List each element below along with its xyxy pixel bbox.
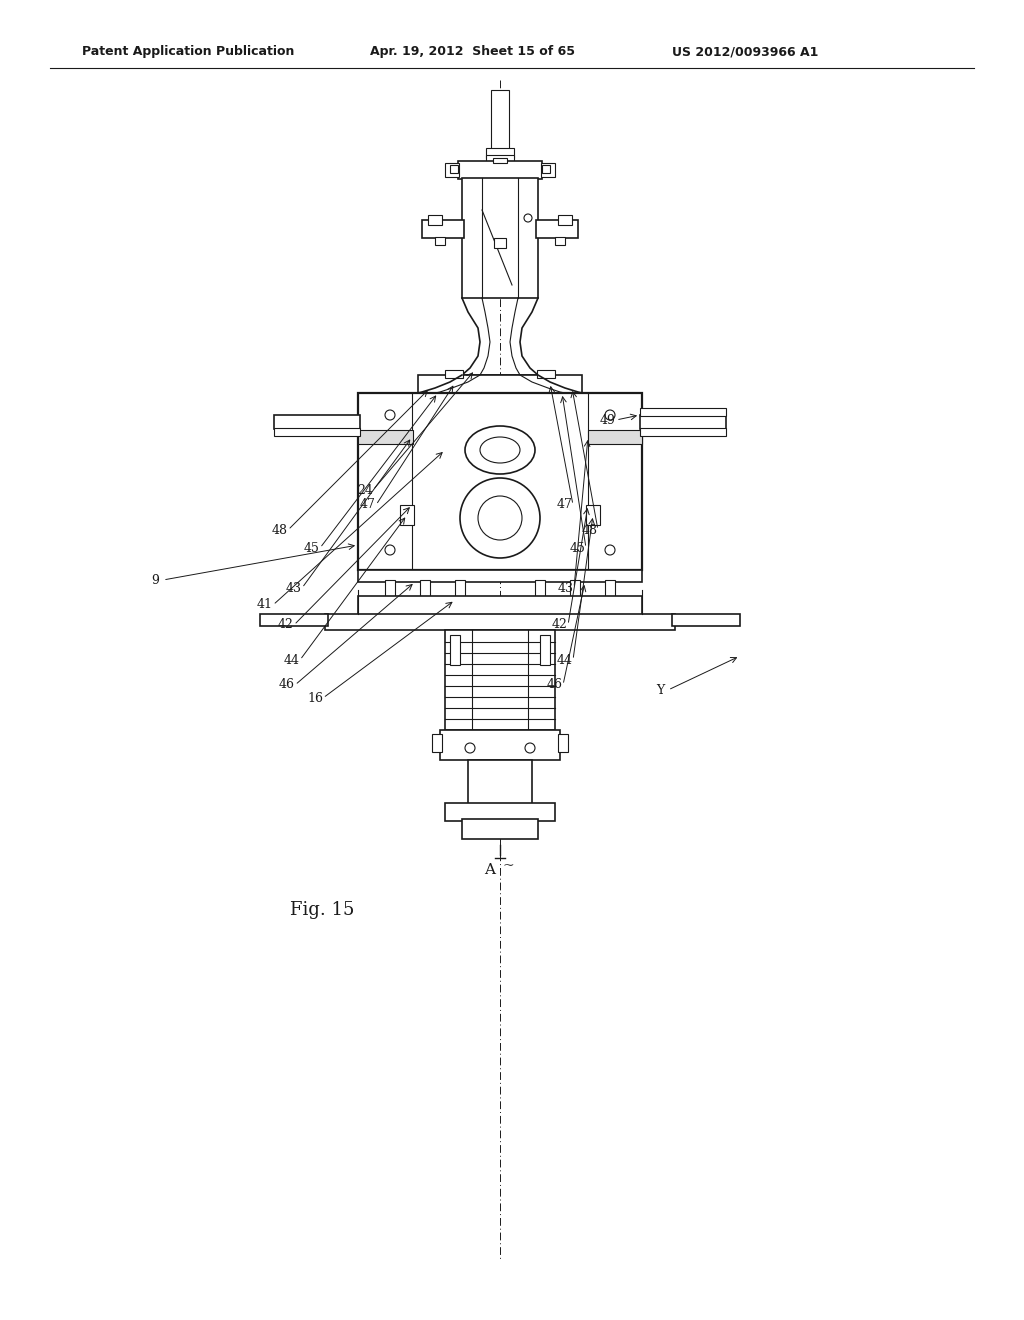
- Bar: [468, 760, 532, 805]
- Text: Patent Application Publication: Patent Application Publication: [82, 45, 294, 58]
- Bar: [445, 370, 463, 378]
- Circle shape: [524, 214, 532, 222]
- Bar: [445, 630, 555, 730]
- Bar: [605, 579, 615, 598]
- Text: 49: 49: [600, 413, 616, 426]
- Text: Fig. 15: Fig. 15: [290, 902, 354, 919]
- Bar: [260, 614, 328, 626]
- Ellipse shape: [480, 437, 520, 463]
- Text: Apr. 19, 2012  Sheet 15 of 65: Apr. 19, 2012 Sheet 15 of 65: [370, 45, 575, 58]
- Bar: [432, 734, 442, 752]
- Bar: [570, 579, 580, 598]
- Text: 42: 42: [552, 619, 568, 631]
- Text: 9: 9: [152, 573, 159, 586]
- Text: 44: 44: [557, 653, 573, 667]
- Bar: [462, 818, 538, 840]
- Text: 16: 16: [307, 692, 323, 705]
- Bar: [462, 178, 538, 298]
- Text: 48: 48: [272, 524, 288, 536]
- Ellipse shape: [465, 426, 535, 474]
- Bar: [535, 579, 545, 598]
- Bar: [486, 148, 514, 158]
- Bar: [445, 162, 459, 177]
- Bar: [445, 803, 555, 821]
- Bar: [274, 428, 360, 436]
- Bar: [536, 220, 578, 238]
- Bar: [541, 162, 555, 177]
- Bar: [358, 597, 642, 616]
- Circle shape: [525, 743, 535, 752]
- Text: 45: 45: [304, 541, 319, 554]
- Bar: [458, 161, 542, 180]
- Circle shape: [465, 743, 475, 752]
- Text: Y: Y: [656, 684, 665, 697]
- Bar: [358, 570, 642, 582]
- Bar: [385, 579, 395, 598]
- Text: 24: 24: [357, 483, 373, 496]
- Bar: [420, 579, 430, 598]
- Circle shape: [478, 496, 522, 540]
- Bar: [486, 154, 514, 162]
- Bar: [455, 579, 465, 598]
- Bar: [440, 730, 560, 760]
- Bar: [422, 220, 464, 238]
- Text: 46: 46: [547, 678, 563, 692]
- Circle shape: [605, 411, 615, 420]
- Bar: [555, 238, 565, 246]
- Text: 43: 43: [286, 582, 302, 594]
- Text: 45: 45: [570, 541, 586, 554]
- Bar: [450, 165, 458, 173]
- Bar: [493, 158, 507, 162]
- Bar: [274, 414, 360, 429]
- Text: ~: ~: [502, 859, 514, 873]
- Text: 47: 47: [360, 499, 376, 511]
- Bar: [325, 614, 675, 630]
- Bar: [588, 430, 642, 444]
- Circle shape: [385, 545, 395, 554]
- Bar: [586, 506, 600, 525]
- Bar: [542, 165, 550, 173]
- Text: 47: 47: [557, 499, 573, 511]
- Text: 48: 48: [582, 524, 598, 536]
- Bar: [435, 238, 445, 246]
- Bar: [558, 734, 568, 752]
- Bar: [358, 430, 413, 444]
- Text: 46: 46: [279, 678, 295, 692]
- Bar: [640, 414, 726, 429]
- Bar: [558, 215, 572, 224]
- Text: 41: 41: [257, 598, 273, 611]
- Bar: [428, 215, 442, 224]
- Bar: [358, 393, 642, 570]
- Text: 42: 42: [279, 619, 294, 631]
- Bar: [494, 238, 506, 248]
- Text: A: A: [484, 863, 496, 876]
- Bar: [400, 506, 414, 525]
- Bar: [490, 90, 509, 150]
- Bar: [450, 635, 460, 665]
- Bar: [418, 375, 582, 393]
- Text: 44: 44: [284, 653, 300, 667]
- Bar: [540, 635, 550, 665]
- Text: US 2012/0093966 A1: US 2012/0093966 A1: [672, 45, 818, 58]
- Bar: [672, 614, 740, 626]
- Bar: [640, 408, 726, 416]
- Circle shape: [460, 478, 540, 558]
- Circle shape: [605, 545, 615, 554]
- Bar: [640, 428, 726, 436]
- Bar: [537, 370, 555, 378]
- Circle shape: [385, 411, 395, 420]
- Text: 43: 43: [558, 582, 574, 594]
